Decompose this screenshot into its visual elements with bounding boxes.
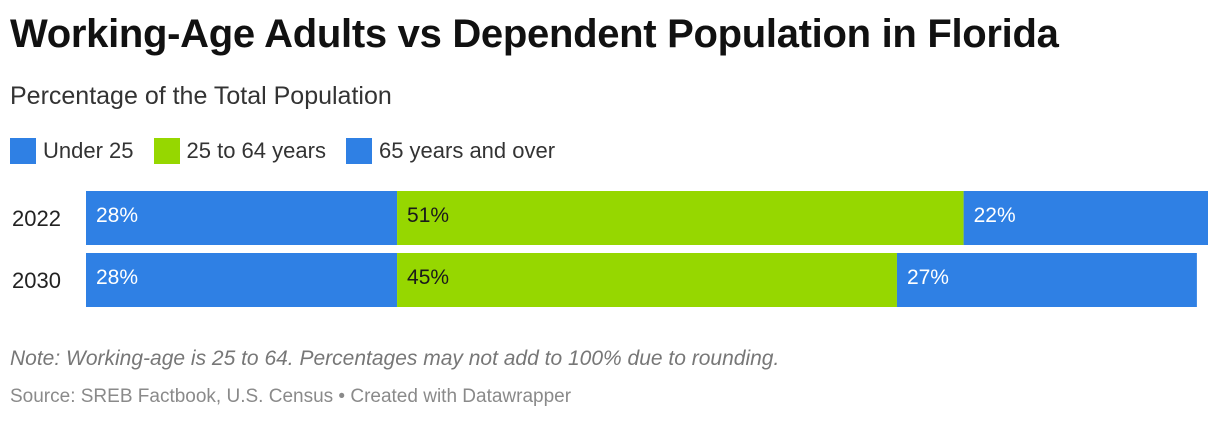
legend-label-25-to-64: 25 to 64 years bbox=[186, 138, 326, 163]
bar-2030-series-1 bbox=[397, 253, 897, 307]
legend-swatch-65-and-over bbox=[345, 138, 372, 164]
category-label-2022: 2022 bbox=[12, 206, 61, 231]
legend-item-25-to-64: 25 to 64 years bbox=[153, 138, 326, 164]
data-label-2030-series-2: 27% bbox=[907, 266, 949, 289]
legend-item-under-25: Under 25 bbox=[10, 138, 134, 164]
category-label-2030: 2030 bbox=[12, 268, 61, 293]
bar-2022-series-0 bbox=[86, 191, 398, 245]
bar-2030-series-0 bbox=[86, 253, 398, 307]
data-label-2030-series-0: 28% bbox=[96, 266, 138, 289]
chart-title: Working-Age Adults vs Dependent Populati… bbox=[10, 12, 1059, 56]
bar-2022-series-1 bbox=[397, 191, 964, 245]
legend-item-65-and-over: 65 years and over bbox=[345, 138, 556, 164]
legend-label-under-25: Under 25 bbox=[43, 138, 134, 163]
legend-label-65-and-over: 65 years and over bbox=[378, 138, 556, 163]
data-label-2022-series-2: 22% bbox=[974, 204, 1016, 227]
legend-swatch-under-25 bbox=[10, 138, 36, 164]
data-label-2022-series-0: 28% bbox=[96, 204, 138, 227]
legend-swatch-25-to-64 bbox=[153, 138, 180, 164]
bar-2030-series-2 bbox=[896, 253, 1197, 307]
bar-2022-series-2 bbox=[963, 191, 1208, 245]
chart-subtitle: Percentage of the Total Population bbox=[10, 82, 392, 110]
data-label-2030-series-1: 45% bbox=[407, 266, 449, 289]
chart-source: Source: SREB Factbook, U.S. Census • Cre… bbox=[10, 386, 572, 407]
data-label-2022-series-1: 51% bbox=[407, 204, 449, 227]
stacked-bar-chart: 2022 28% 51% 22% 2030 28% 45% 27% bbox=[12, 191, 1208, 307]
chart-note: Note: Working-age is 25 to 64. Percentag… bbox=[10, 347, 780, 370]
legend: Under 25 25 to 64 years 65 years and ove… bbox=[10, 137, 575, 165]
